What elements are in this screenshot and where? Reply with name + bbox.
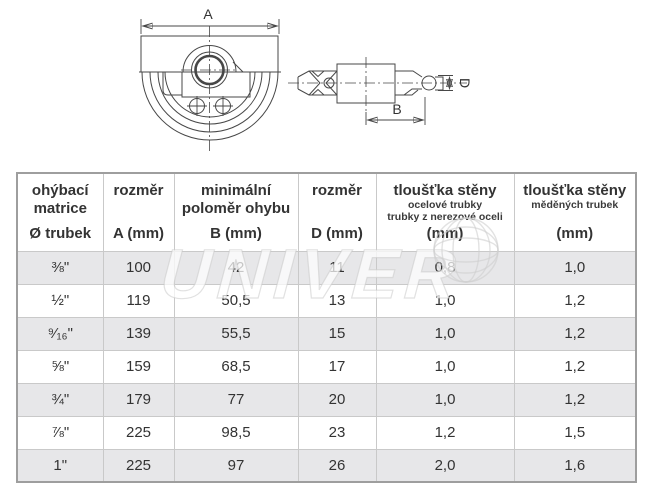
cell-copper: 1,2 — [513, 349, 637, 384]
table-row: ⅝" 159 68,5 17 1,0 1,2 — [16, 349, 637, 384]
dimension-d-label: D — [457, 78, 473, 88]
header-rozmer-d: rozměr D (mm) — [297, 172, 377, 252]
cell-size: ⅜" — [16, 250, 104, 285]
cell-d: 11 — [297, 250, 377, 285]
header-title: rozměr — [113, 182, 164, 200]
cell-a: 139 — [102, 316, 175, 351]
table-row: 1" 225 97 26 2,0 1,6 — [16, 448, 637, 483]
cell-b: 55,5 — [173, 316, 299, 351]
header-unit: Ø trubek — [29, 225, 92, 243]
header-unit: D (mm) — [311, 225, 363, 243]
header-subtitle: ocelové trubky — [407, 198, 483, 211]
cell-d: 20 — [297, 382, 377, 417]
header-title: tloušťka stěny — [523, 182, 627, 200]
cell-b: 97 — [173, 448, 299, 483]
technical-drawing: A — [139, 6, 473, 154]
cell-a: 225 — [102, 448, 175, 483]
cell-steel: 1,0 — [375, 316, 515, 351]
header-title: ohýbací — [31, 182, 89, 200]
cell-a: 179 — [102, 382, 175, 417]
cell-b: 42 — [173, 250, 299, 285]
header-tloustka-med: tloušťka stěny měděných trubek (mm) — [513, 172, 637, 252]
cell-b: 77 — [173, 382, 299, 417]
cell-steel: 1,0 — [375, 283, 515, 318]
header-unit: (mm) — [556, 225, 594, 243]
cell-a: 225 — [102, 415, 175, 450]
cell-size: ⅞" — [16, 415, 104, 450]
header-unit: B (mm) — [210, 225, 262, 243]
cell-b: 50,5 — [173, 283, 299, 318]
cell-size: ⁹⁄₁₆" — [16, 316, 104, 351]
cell-d: 13 — [297, 283, 377, 318]
header-polomer: minimální poloměr ohybu B (mm) — [173, 172, 299, 252]
cell-steel: 1,0 — [375, 349, 515, 384]
cell-b: 98,5 — [173, 415, 299, 450]
cell-b: 68,5 — [173, 349, 299, 384]
cell-d: 15 — [297, 316, 377, 351]
table-row: ½" 119 50,5 13 1,0 1,2 — [16, 283, 637, 318]
cell-steel: 2,0 — [375, 448, 515, 483]
cell-size: ⅝" — [16, 349, 104, 384]
header-row: ohýbací matrice Ø trubek rozměr A (mm) m… — [16, 172, 637, 252]
cell-copper: 1,2 — [513, 382, 637, 417]
spec-table: ohýbací matrice Ø trubek rozměr A (mm) m… — [16, 172, 637, 483]
cell-copper: 1,6 — [513, 448, 637, 483]
header-title: tloušťka stěny — [393, 182, 497, 200]
header-unit: (mm) — [426, 225, 464, 243]
cell-d: 26 — [297, 448, 377, 483]
table-row: ⁹⁄₁₆" 139 55,5 15 1,0 1,2 — [16, 316, 637, 351]
cell-a: 100 — [102, 250, 175, 285]
header-unit: A (mm) — [112, 225, 165, 243]
header-title: rozměr — [311, 182, 363, 200]
header-title: minimální — [200, 182, 271, 200]
cell-steel: 1,0 — [375, 382, 515, 417]
front-view-drawing: A — [139, 6, 281, 154]
cell-d: 17 — [297, 349, 377, 384]
cell-a: 159 — [102, 349, 175, 384]
cell-copper: 1,0 — [513, 250, 637, 285]
header-subtitle: trubky z nerezové oceli — [387, 210, 503, 223]
cell-copper: 1,2 — [513, 316, 637, 351]
cell-copper: 1,2 — [513, 283, 637, 318]
table-row: ¾" 179 77 20 1,0 1,2 — [16, 382, 637, 417]
cell-d: 23 — [297, 415, 377, 450]
header-title: matrice — [33, 199, 87, 217]
dimension-b-label: B — [392, 101, 401, 117]
cell-steel: 0,8 — [375, 250, 515, 285]
table-row: ⅜" 100 42 11 0,8 1,0 — [16, 250, 637, 285]
cell-a: 119 — [102, 283, 175, 318]
header-tloustka-ocel: tloušťka stěny ocelové trubky trubky z n… — [375, 172, 515, 252]
dimension-a-label: A — [203, 6, 213, 22]
table-row: ⅞" 225 98,5 23 1,2 1,5 — [16, 415, 637, 450]
cell-size: 1" — [16, 448, 104, 483]
cell-size: ½" — [16, 283, 104, 318]
cell-size: ¾" — [16, 382, 104, 417]
header-subtitle: měděných trubek — [531, 198, 619, 211]
cell-steel: 1,2 — [375, 415, 515, 450]
side-view-drawing: D B — [288, 57, 473, 125]
header-matrice: ohýbací matrice Ø trubek — [16, 172, 104, 252]
header-rozmer-a: rozměr A (mm) — [102, 172, 175, 252]
header-title: poloměr ohybu — [181, 199, 291, 217]
cell-copper: 1,5 — [513, 415, 637, 450]
